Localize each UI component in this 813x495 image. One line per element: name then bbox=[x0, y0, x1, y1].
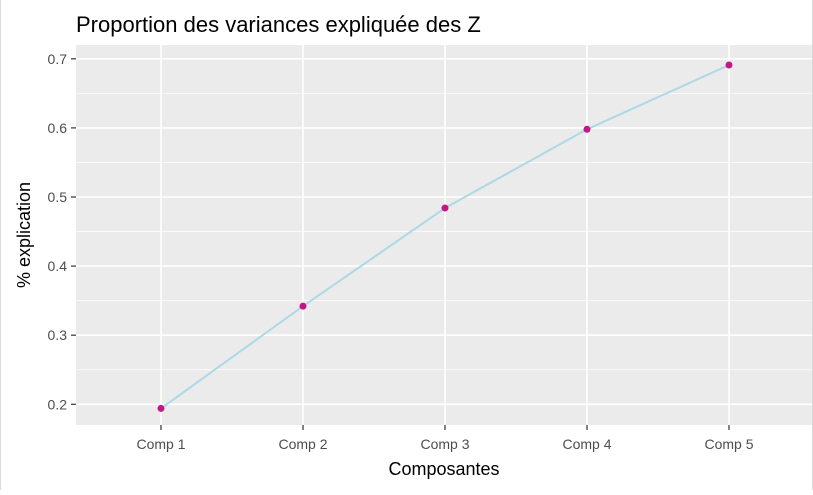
minor-gridlines bbox=[76, 92, 812, 371]
major-gridlines bbox=[76, 45, 812, 425]
data-point bbox=[583, 125, 591, 133]
chart-title: Proportion des variances expliquée des Z bbox=[76, 12, 481, 37]
y-tick-label: 0.4 bbox=[48, 258, 68, 274]
y-tick-label: 0.3 bbox=[48, 327, 68, 343]
plot-panel bbox=[76, 45, 812, 425]
data-point bbox=[299, 302, 307, 310]
data-point bbox=[157, 404, 165, 412]
y-tick-label: 0.6 bbox=[48, 120, 68, 136]
y-axis: 0.2 0.3 0.4 0.5 0.6 0.7 bbox=[48, 51, 76, 412]
x-tick-label: Comp 1 bbox=[136, 436, 185, 452]
x-axis-label: Composantes bbox=[388, 459, 499, 479]
y-axis-label: % explication bbox=[14, 182, 34, 288]
x-tick-label: Comp 3 bbox=[420, 436, 469, 452]
y-tick-label: 0.2 bbox=[48, 396, 68, 412]
y-tick-label: 0.7 bbox=[48, 51, 68, 67]
x-axis: Comp 1 Comp 2 Comp 3 Comp 4 Comp 5 bbox=[136, 425, 754, 452]
x-tick-label: Comp 2 bbox=[278, 436, 327, 452]
series-points bbox=[157, 61, 733, 412]
data-point bbox=[441, 204, 449, 212]
y-tick-label: 0.5 bbox=[48, 189, 68, 205]
data-point bbox=[725, 61, 733, 69]
x-tick-label: Comp 5 bbox=[704, 436, 753, 452]
x-tick-label: Comp 4 bbox=[562, 436, 611, 452]
